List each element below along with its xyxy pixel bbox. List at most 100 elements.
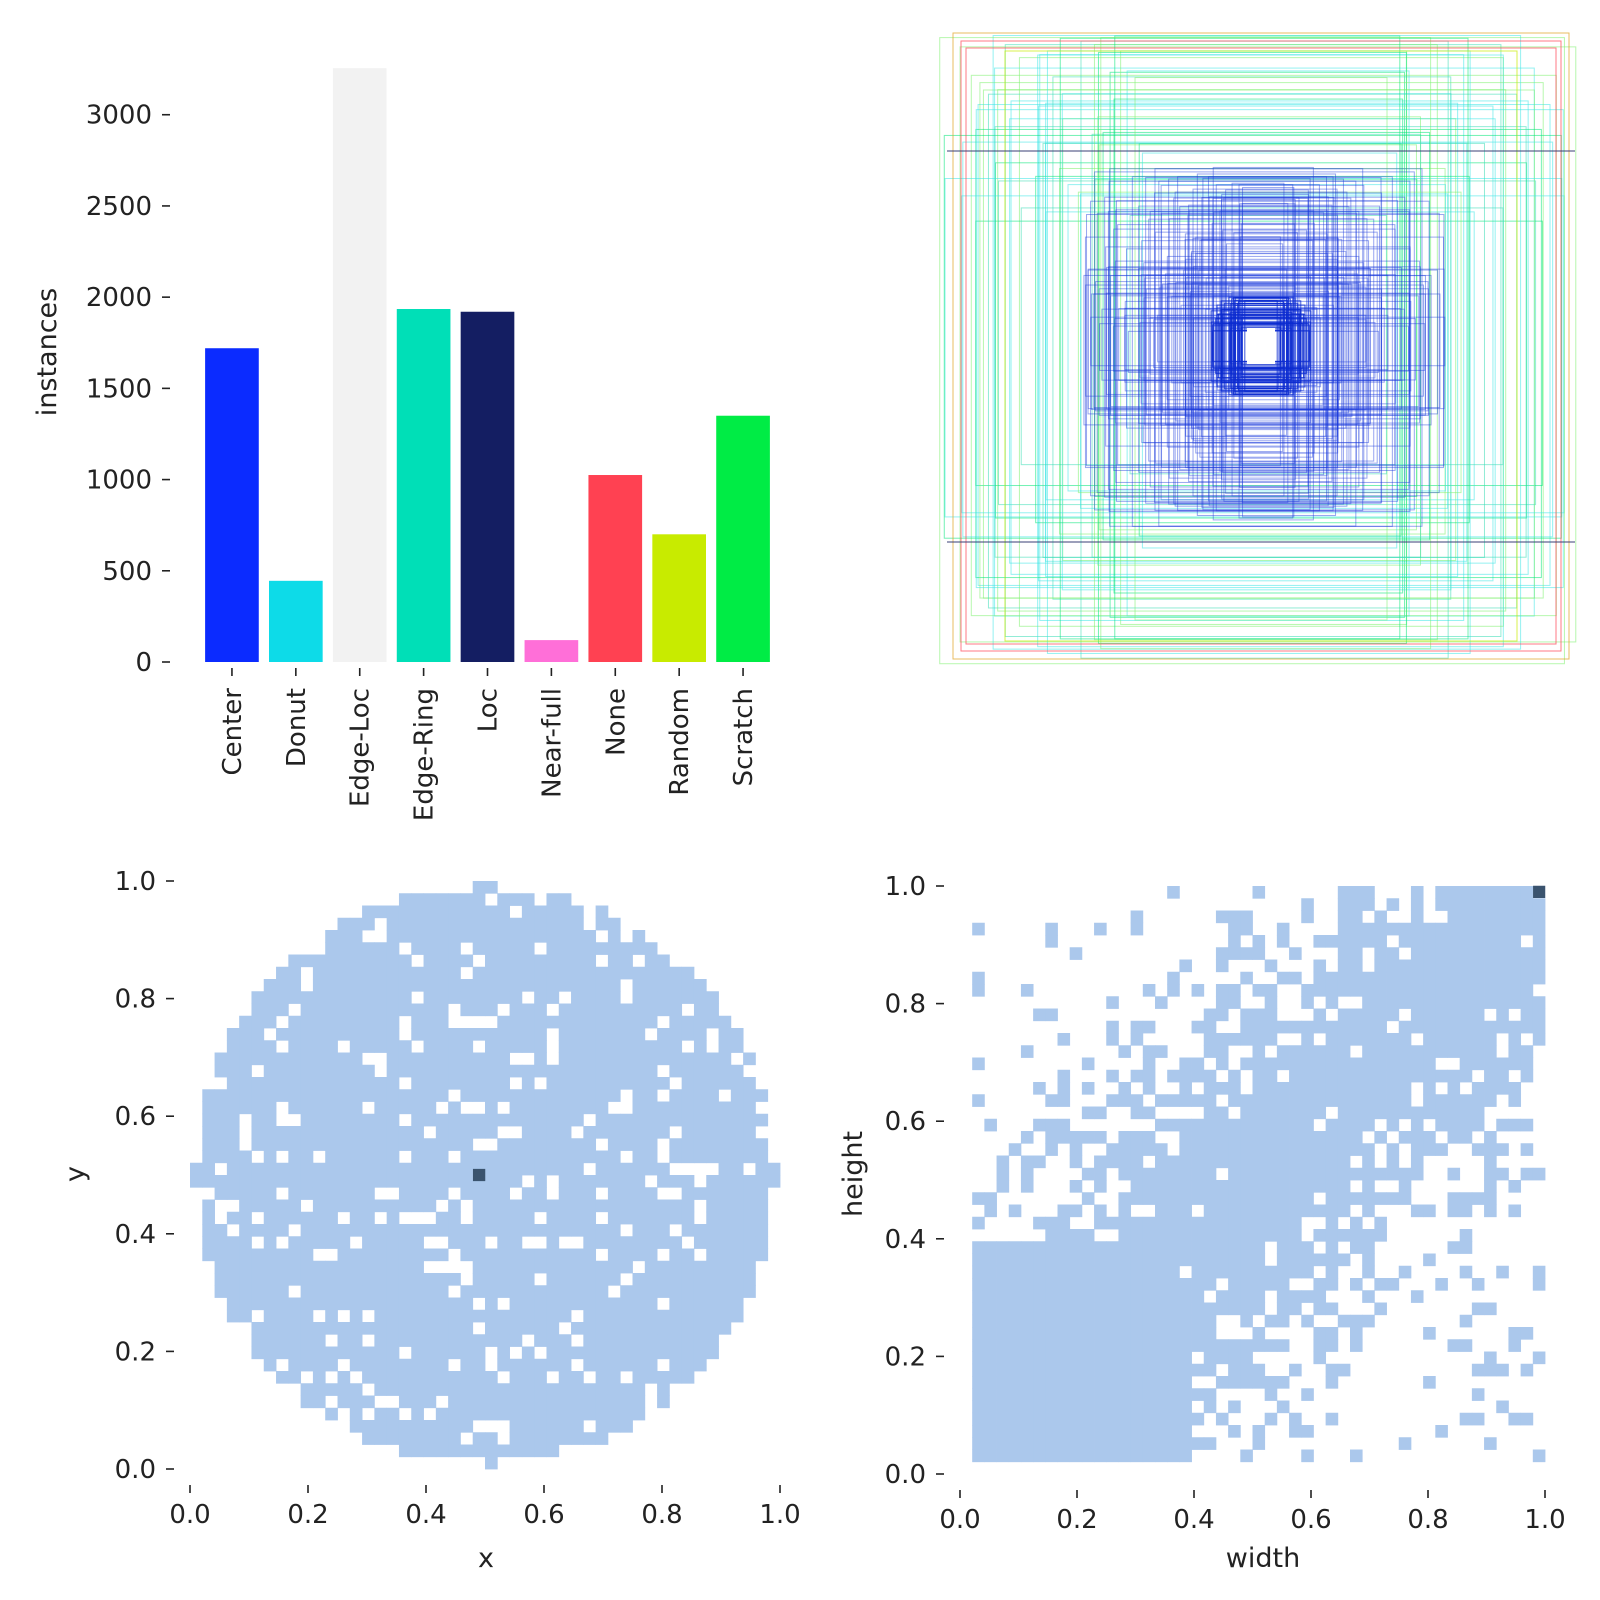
- heat-cell: [1130, 922, 1144, 936]
- heat-cell: [571, 1260, 584, 1274]
- heat-cell: [669, 1101, 683, 1115]
- heat-cell: [1033, 1314, 1046, 1328]
- heat-cell: [534, 930, 547, 943]
- heat-cell: [693, 1297, 707, 1311]
- heat-cell: [595, 1040, 609, 1053]
- heat-cell: [1532, 971, 1546, 985]
- heat-cell: [595, 942, 609, 955]
- heat-cell: [730, 1126, 744, 1139]
- heat-cell: [1191, 1216, 1205, 1230]
- heat-cell: [657, 1224, 670, 1237]
- heat-cell: [583, 1077, 597, 1090]
- heat-cell: [534, 1199, 547, 1213]
- heat-cell: [1374, 910, 1387, 924]
- heat-cell: [1069, 1278, 1083, 1291]
- heat-cell: [755, 1224, 769, 1237]
- heat-cell: [1398, 1033, 1412, 1046]
- heat-cell: [657, 1040, 670, 1053]
- heat-cell: [669, 1309, 683, 1323]
- heat-cell: [607, 1077, 621, 1090]
- heat-cell: [718, 1199, 732, 1213]
- heat-cell: [1264, 1143, 1278, 1156]
- heat-cell: [1301, 1192, 1314, 1205]
- heat-cell: [1167, 1094, 1180, 1107]
- heat-cell: [1240, 1363, 1253, 1377]
- heat-cell: [423, 1052, 437, 1066]
- heat-cell: [423, 1322, 437, 1335]
- bar-random: [652, 534, 706, 662]
- heat-cell: [632, 1273, 646, 1286]
- heat-cell: [398, 1199, 412, 1213]
- heat-cell: [571, 1113, 584, 1127]
- heat-cell: [1094, 1449, 1107, 1463]
- heat-cell: [1191, 1278, 1205, 1291]
- heat-cell: [1167, 1229, 1180, 1242]
- heat-cell: [534, 1297, 547, 1311]
- heat-cell: [1167, 1376, 1180, 1389]
- heat-cell: [595, 1371, 609, 1384]
- heat-cell: [1228, 935, 1241, 948]
- box: [1077, 191, 1462, 494]
- heat-cell: [1228, 1302, 1241, 1316]
- heat-cell: [1423, 1106, 1436, 1120]
- x-tick-label: None: [601, 688, 631, 756]
- heat-cell: [509, 1211, 523, 1225]
- heat-cell: [1142, 984, 1156, 997]
- heat-cell: [571, 1077, 584, 1090]
- heat-cell: [1167, 1265, 1180, 1279]
- heat-cell: [1362, 1241, 1375, 1254]
- heat-cell: [349, 1113, 363, 1127]
- heat-cell: [1142, 1437, 1156, 1450]
- heat-cell: [386, 905, 400, 919]
- heat-cell: [546, 1199, 560, 1213]
- heat-cell: [1045, 1302, 1058, 1316]
- heat-cell: [497, 1358, 510, 1372]
- heat-cell: [1240, 1057, 1253, 1071]
- heat-cell: [743, 1150, 756, 1164]
- heat-cell: [300, 1236, 314, 1249]
- heat-cell: [263, 1224, 277, 1237]
- heat-cell: [276, 1297, 289, 1311]
- heat-cell: [386, 917, 400, 931]
- heat-cell: [1423, 996, 1436, 1009]
- heat-cell: [1142, 1314, 1156, 1328]
- heat-cell: [386, 1175, 400, 1188]
- heat-cell: [472, 1236, 486, 1249]
- heat-cell: [1276, 1106, 1290, 1120]
- heat-cell: [632, 966, 646, 980]
- heat-cell: [657, 1003, 670, 1017]
- heat-cell: [1215, 1265, 1229, 1279]
- heat-cell: [1337, 1314, 1351, 1328]
- heat-cell: [1337, 1131, 1351, 1144]
- heat-cell: [398, 1089, 412, 1102]
- heat-cell: [1106, 1400, 1119, 1414]
- heat-cell: [1459, 1412, 1473, 1426]
- heat-cell: [435, 1248, 449, 1262]
- heat-cell: [1081, 1425, 1095, 1438]
- heat-cell: [325, 966, 338, 980]
- bar-donut: [269, 580, 323, 662]
- heat-cell: [312, 979, 326, 992]
- heat-cell: [1179, 1253, 1192, 1267]
- heat-cell: [1155, 1229, 1168, 1242]
- heat-cell: [718, 1113, 732, 1127]
- heat-cell: [583, 954, 597, 968]
- heat-cell: [1471, 1192, 1485, 1205]
- heat-cell: [1045, 1363, 1058, 1377]
- box: [1177, 176, 1334, 512]
- heat-cell: [571, 1052, 584, 1066]
- heat-cell: [743, 1113, 756, 1127]
- heat-cell: [472, 1260, 486, 1274]
- heat-cell: [1130, 1192, 1144, 1205]
- heat-cell: [1240, 1131, 1253, 1144]
- box: [1108, 266, 1421, 420]
- heat-cell: [349, 1407, 363, 1421]
- heat-cell: [423, 979, 437, 992]
- heat-cell: [1362, 1143, 1375, 1156]
- heat-cell: [448, 1444, 461, 1458]
- heat-cell: [1057, 1229, 1071, 1242]
- heat-cell: [411, 1126, 424, 1139]
- heat-cell: [1471, 1388, 1485, 1401]
- heat-cell: [1057, 1339, 1071, 1352]
- heat-cell: [1337, 1106, 1351, 1120]
